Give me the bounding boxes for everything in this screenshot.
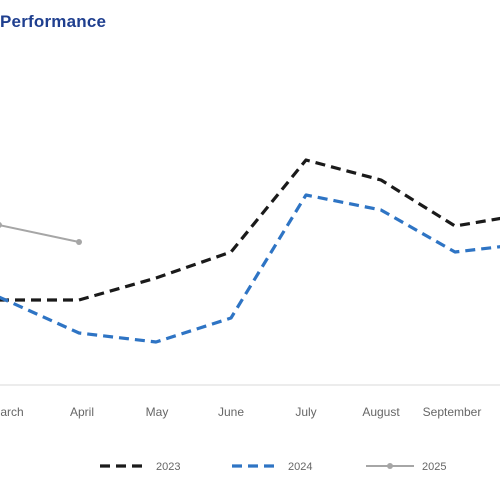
legend-label-2023: 2023 xyxy=(156,461,180,473)
series-line-2024 xyxy=(0,193,500,344)
x-tick-label: April xyxy=(70,405,94,419)
series-line-2025 xyxy=(0,224,80,243)
x-tick-label: August xyxy=(362,405,400,419)
legend: 2023 2024 2025 xyxy=(100,461,446,473)
chart-title: Performance xyxy=(0,12,107,31)
x-tick-label: June xyxy=(218,405,244,419)
x-tick-label: July xyxy=(295,405,316,419)
series-layer xyxy=(0,158,500,344)
x-tick-label: September xyxy=(423,405,482,419)
x-tick-label: May xyxy=(146,405,169,419)
x-axis: arch April May June July August September xyxy=(0,384,500,419)
data-point-2025 xyxy=(0,222,2,228)
legend-label-2024: 2024 xyxy=(288,461,312,473)
x-tick-label: arch xyxy=(0,405,23,419)
legend-marker-2025 xyxy=(387,463,393,469)
legend-label-2025: 2025 xyxy=(422,461,446,473)
series-line-2023 xyxy=(0,158,500,302)
data-point-2025 xyxy=(76,239,82,245)
